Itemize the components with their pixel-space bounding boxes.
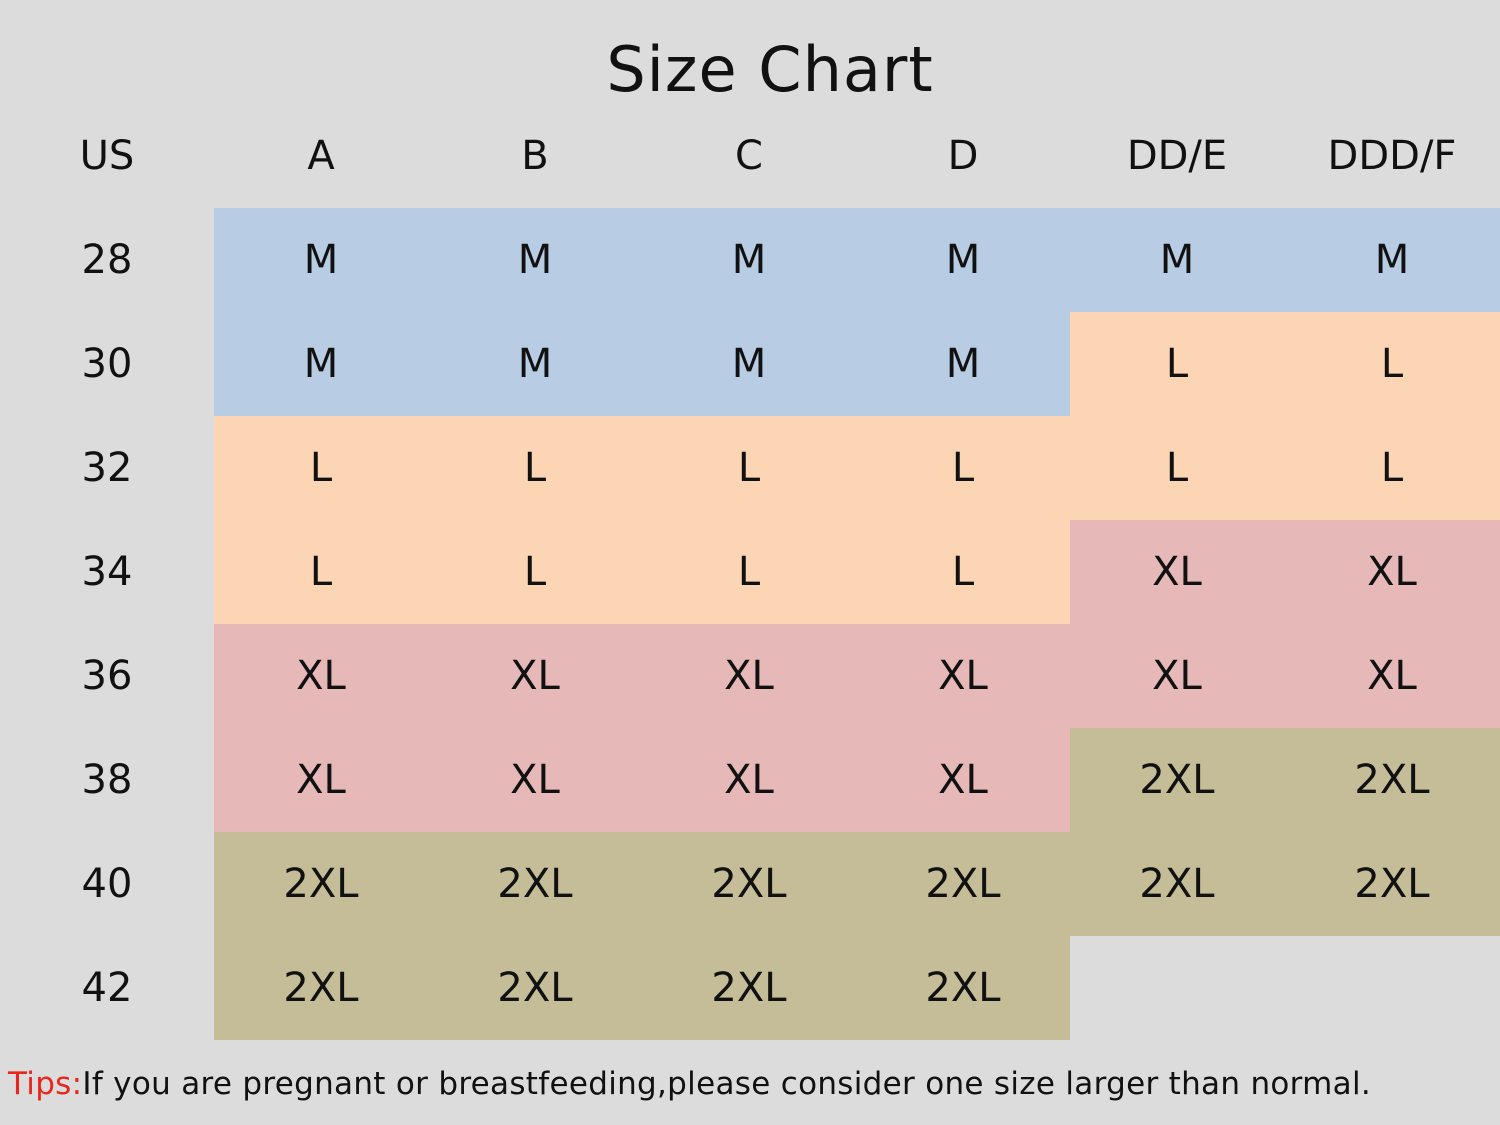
size-cell: L xyxy=(1284,312,1500,416)
size-cell: 2XL xyxy=(428,832,642,936)
band-size: 38 xyxy=(81,757,133,803)
table-row: 40 2XL 2XL 2XL 2XL 2XL 2XL xyxy=(0,832,1500,936)
size-cell: 2XL xyxy=(1070,728,1284,832)
size-cell: L xyxy=(1070,312,1284,416)
band-size: 36 xyxy=(81,653,133,699)
size-cell: 2XL xyxy=(642,832,856,936)
size-cell: L xyxy=(642,520,856,624)
size-cell: M xyxy=(428,208,642,312)
page-title: Size Chart xyxy=(606,33,934,106)
header-cup-dd-e: DD/E xyxy=(1126,133,1228,179)
table-row: 32 L L L L L L xyxy=(0,416,1500,520)
size-cell: M xyxy=(856,312,1070,416)
header-cup-a: A xyxy=(307,133,335,179)
band-size: 40 xyxy=(81,861,133,907)
size-cell: L xyxy=(1070,416,1284,520)
size-cell: XL xyxy=(642,624,856,728)
size-chart-table: US A B C D DD/E DDD/F 28 M M M M M M 30 … xyxy=(0,104,1500,1040)
size-cell: M xyxy=(642,312,856,416)
size-cell: L xyxy=(428,416,642,520)
size-cell: L xyxy=(856,520,1070,624)
size-cell: M xyxy=(1070,208,1284,312)
size-cell: L xyxy=(856,416,1070,520)
size-cell: XL xyxy=(856,728,1070,832)
header-cup-ddd-f: DDD/F xyxy=(1327,133,1457,179)
size-cell: 2XL xyxy=(856,936,1070,1040)
header-cup-b: B xyxy=(521,133,549,179)
band-size: 42 xyxy=(81,965,133,1011)
size-cell: L xyxy=(1284,416,1500,520)
table-header-row: US A B C D DD/E DDD/F xyxy=(0,104,1500,208)
size-cell: L xyxy=(642,416,856,520)
table-row: 28 M M M M M M xyxy=(0,208,1500,312)
tips-label: Tips: xyxy=(8,1066,83,1102)
band-size: 30 xyxy=(81,341,133,387)
table-row: 38 XL XL XL XL 2XL 2XL xyxy=(0,728,1500,832)
size-cell: M xyxy=(428,312,642,416)
size-cell: 2XL xyxy=(214,936,428,1040)
band-size: 28 xyxy=(81,237,133,283)
size-cell: M xyxy=(214,208,428,312)
table-row: 34 L L L L XL XL xyxy=(0,520,1500,624)
size-cell xyxy=(1284,936,1500,1040)
band-size: 34 xyxy=(81,549,133,595)
band-size: 32 xyxy=(81,445,133,491)
size-cell: L xyxy=(214,416,428,520)
size-cell: XL xyxy=(642,728,856,832)
size-cell: L xyxy=(428,520,642,624)
size-cell: XL xyxy=(214,624,428,728)
tips-text: If you are pregnant or breastfeeding,ple… xyxy=(82,1066,1372,1102)
size-cell: XL xyxy=(856,624,1070,728)
size-cell: M xyxy=(642,208,856,312)
size-cell: XL xyxy=(1070,624,1284,728)
size-cell: XL xyxy=(1070,520,1284,624)
size-cell: XL xyxy=(428,728,642,832)
table-row: 36 XL XL XL XL XL XL xyxy=(0,624,1500,728)
table-row: 42 2XL 2XL 2XL 2XL xyxy=(0,936,1500,1040)
size-cell xyxy=(1070,936,1284,1040)
size-cell: 2XL xyxy=(856,832,1070,936)
size-cell: 2XL xyxy=(642,936,856,1040)
header-cup-c: C xyxy=(735,133,763,179)
size-cell: 2XL xyxy=(1284,832,1500,936)
header-cup-d: D xyxy=(947,133,979,179)
size-cell: 2XL xyxy=(1284,728,1500,832)
size-cell: M xyxy=(856,208,1070,312)
size-cell: L xyxy=(214,520,428,624)
size-cell: XL xyxy=(428,624,642,728)
size-cell: XL xyxy=(1284,520,1500,624)
size-cell: 2XL xyxy=(428,936,642,1040)
size-cell: M xyxy=(1284,208,1500,312)
header-us: US xyxy=(79,133,135,179)
tips-note: Tips:If you are pregnant or breastfeedin… xyxy=(8,1060,1371,1108)
size-cell: 2XL xyxy=(214,832,428,936)
size-cell: XL xyxy=(214,728,428,832)
size-cell: M xyxy=(214,312,428,416)
size-cell: XL xyxy=(1284,624,1500,728)
table-row: 30 M M M M L L xyxy=(0,312,1500,416)
size-cell: 2XL xyxy=(1070,832,1284,936)
